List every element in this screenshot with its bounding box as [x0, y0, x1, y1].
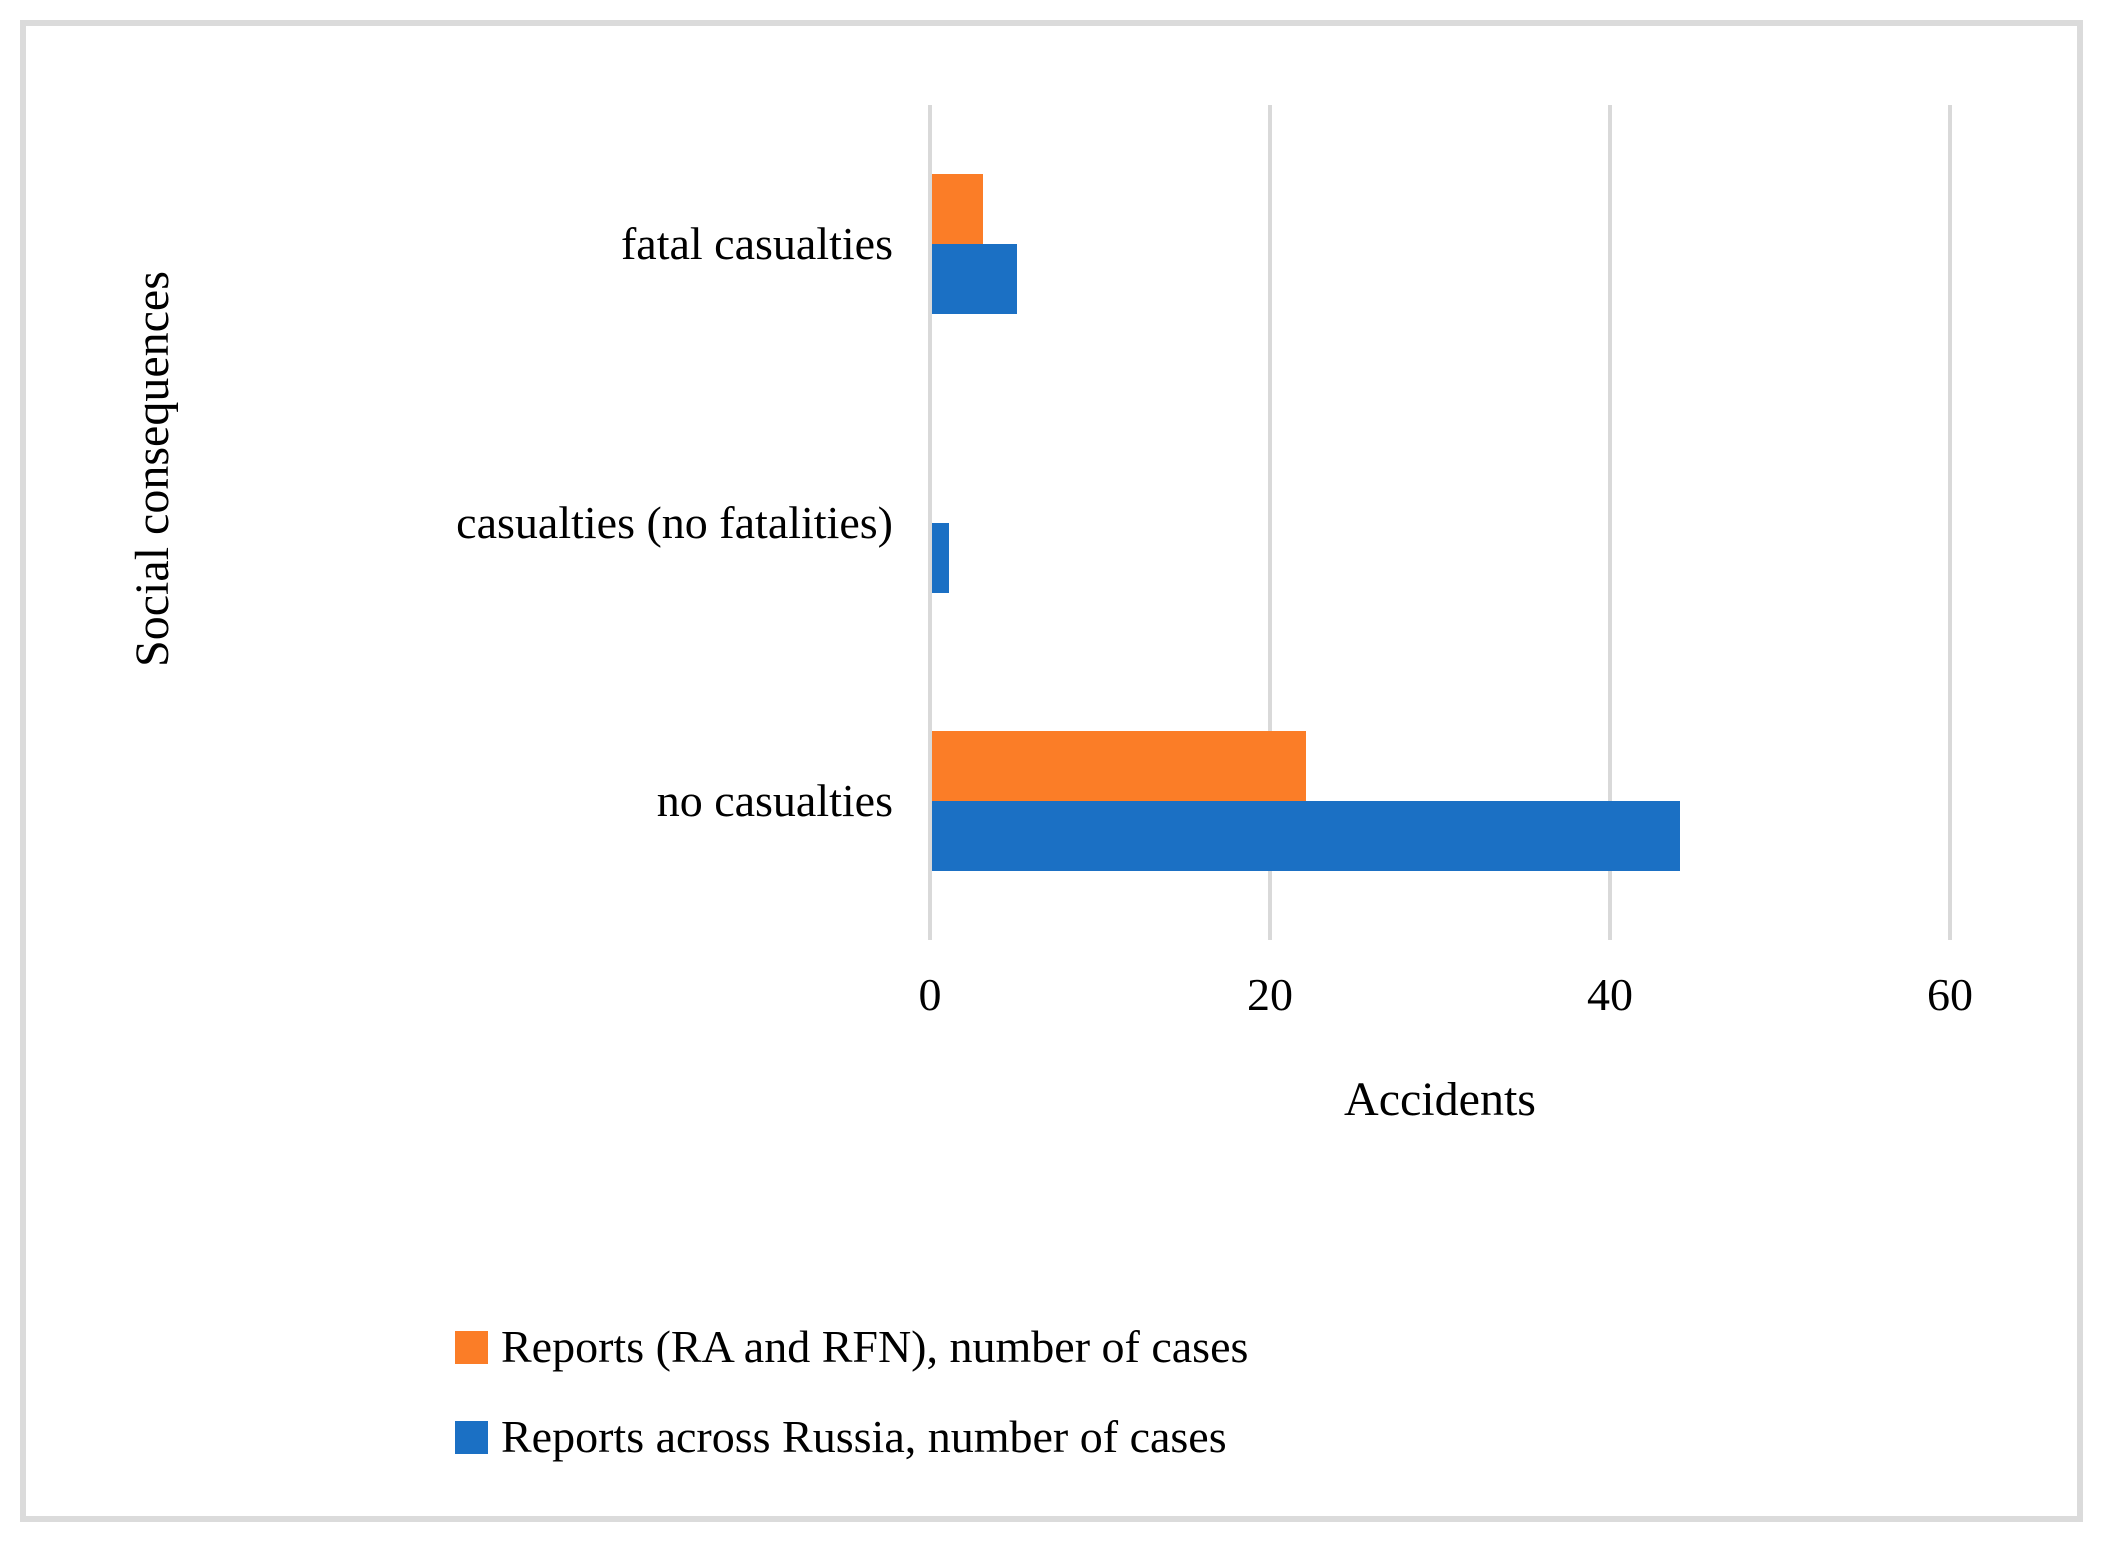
legend-label: Reports across Russia, number of cases	[501, 1411, 1227, 1462]
legend-swatch-blue	[455, 1420, 488, 1454]
x-tick-label-40: 40	[1587, 969, 1633, 1020]
x-axis-title: Accidents	[1344, 1073, 1536, 1126]
gridline-x-20	[1268, 105, 1272, 940]
bar-series-1-fatal-casualties	[932, 244, 1017, 315]
legend-item-across-russia: Reports across Russia, number of cases	[455, 1406, 1248, 1468]
x-tick-label-60: 60	[1927, 969, 1973, 1020]
category-label-casualties-no-fatalities-: casualties (no fatalities)	[456, 496, 893, 548]
x-tick-label-20: 20	[1247, 969, 1293, 1020]
y-axis-title: Social consequences	[126, 271, 179, 667]
gridline-x-0	[928, 105, 932, 940]
legend: Reports (RA and RFN), number of cases Re…	[455, 1316, 1248, 1496]
legend-swatch-orange	[455, 1330, 488, 1364]
legend-item-ra-rfn: Reports (RA and RFN), number of cases	[455, 1316, 1248, 1378]
category-label-no-casualties: no casualties	[656, 774, 893, 826]
bar-series-1-casualties-no-fatalities-	[932, 522, 949, 593]
legend-label: Reports (RA and RFN), number of cases	[501, 1321, 1249, 1372]
gridline-x-40	[1608, 105, 1612, 940]
bar-series-0-fatal-casualties	[932, 174, 983, 245]
plot-area	[928, 105, 1952, 940]
bar-series-0-no-casualties	[932, 730, 1306, 801]
category-label-fatal-casualties: fatal casualties	[620, 218, 893, 270]
bar-series-1-no-casualties	[932, 800, 1680, 871]
x-tick-label-0: 0	[918, 969, 942, 1020]
gridline-x-60	[1948, 105, 1952, 940]
